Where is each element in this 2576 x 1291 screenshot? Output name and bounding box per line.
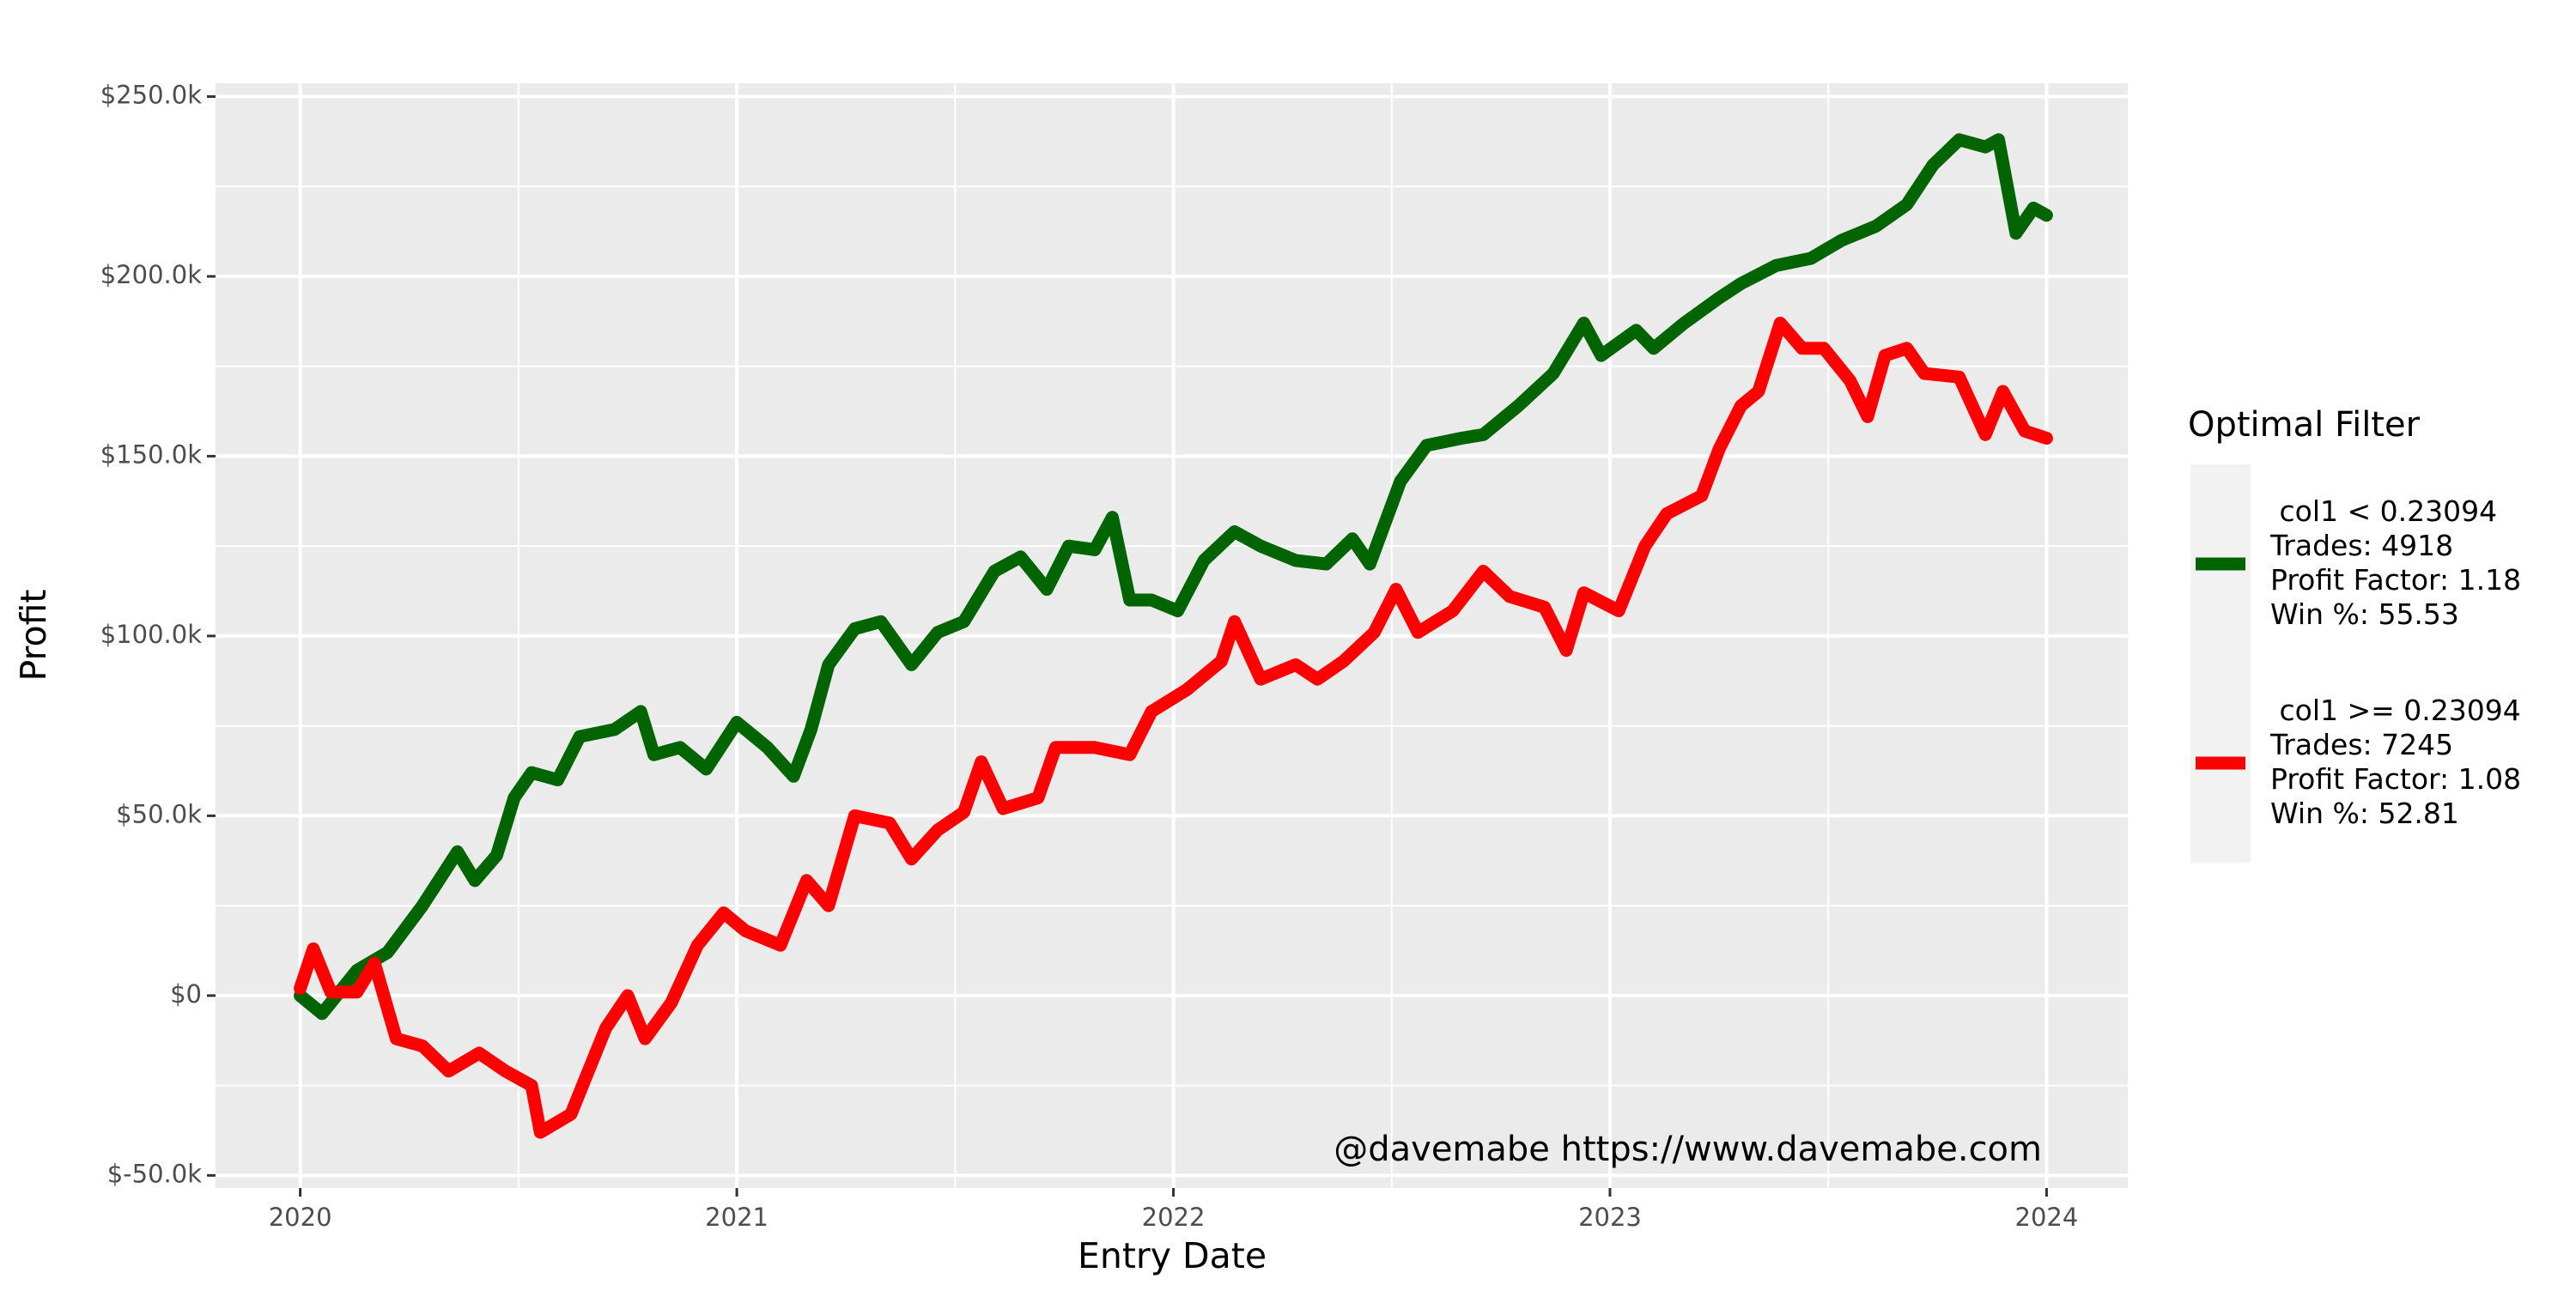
- x-tick-label: 2020: [269, 1203, 332, 1232]
- series-line: [294, 133, 2053, 1021]
- y-tick-label: $-50.0k: [107, 1159, 202, 1188]
- y-tick-label: $0: [170, 979, 202, 1009]
- y-tick-label: $100.0k: [100, 620, 202, 649]
- y-tick-label: $50.0k: [116, 799, 202, 828]
- x-tick-label: 2024: [2015, 1203, 2079, 1232]
- y-axis-title: Profit: [13, 590, 54, 682]
- y-tick-label: $150.0k: [100, 439, 202, 469]
- x-tick-label: 2021: [705, 1203, 769, 1232]
- legend-title: Optimal Filter: [2188, 405, 2421, 445]
- legend-label: col1 < 0.23094 Trades: 4918 Profit Factor:…: [2269, 494, 2521, 631]
- x-axis-title: Entry Date: [1078, 1235, 1267, 1276]
- series-line: [294, 316, 2053, 1139]
- y-tick-label: $200.0k: [100, 260, 202, 289]
- annotation: @davemabe https://www.davemabe.com: [1334, 1130, 2042, 1169]
- x-tick-label: 2023: [1578, 1203, 1642, 1232]
- legend-label: col1 >= 0.23094 Trades: 7245 Profit Factor…: [2269, 694, 2521, 830]
- legend-key-background: [2190, 464, 2251, 863]
- y-tick-label: $250.0k: [100, 81, 202, 110]
- x-tick-label: 2022: [1142, 1203, 1206, 1232]
- grid: [216, 83, 2128, 1188]
